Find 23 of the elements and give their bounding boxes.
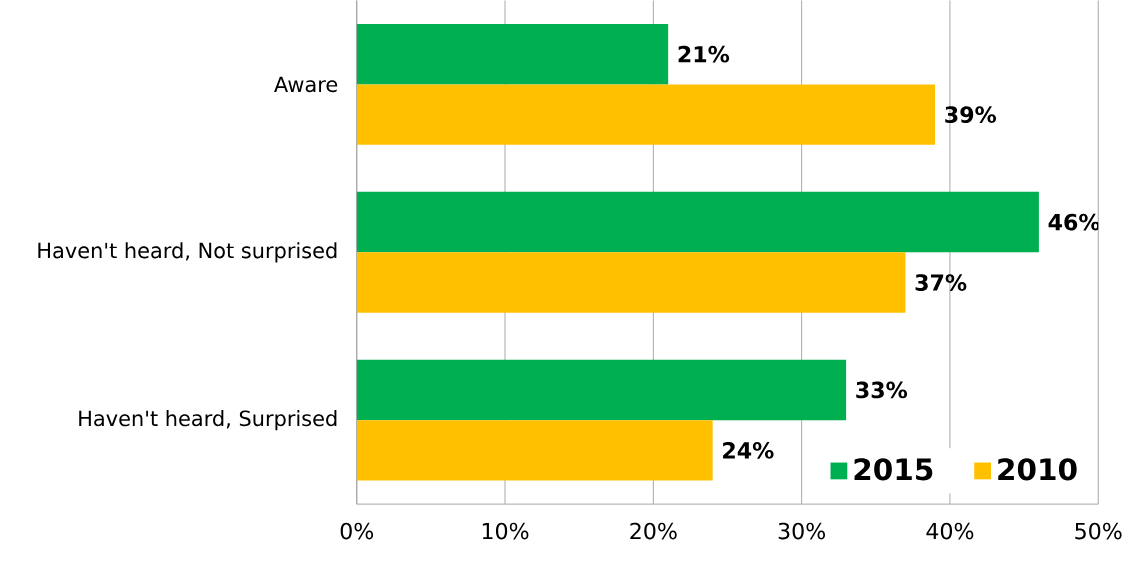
data-label: 24% <box>723 442 774 459</box>
bar <box>356 420 713 481</box>
bar <box>356 359 847 421</box>
legend-label: 2015 <box>854 458 933 481</box>
data-label: 37% <box>915 274 967 291</box>
x-tick-label: 20% <box>630 522 677 540</box>
y-tick-label: Haven't heard, Surprised <box>79 410 337 431</box>
y-tick-label: Haven't heard, Not surprised <box>38 242 337 263</box>
data-label: 39% <box>945 106 997 123</box>
x-tick-label: 0% <box>340 522 374 540</box>
data-label: 21% <box>678 45 730 63</box>
x-tick-label: 40% <box>926 522 974 540</box>
legend-label: 2010 <box>998 458 1077 481</box>
data-label: 46% <box>1048 213 1100 231</box>
x-tick-label: 30% <box>778 522 826 540</box>
bar <box>356 191 1039 253</box>
bar <box>356 252 906 313</box>
x-tick-label: 50% <box>1075 522 1122 540</box>
x-tick-label: 10% <box>482 522 529 540</box>
bar <box>356 84 936 145</box>
y-tick-label: Aware <box>274 76 338 93</box>
data-label: 33% <box>856 381 908 399</box>
bar <box>356 23 669 85</box>
